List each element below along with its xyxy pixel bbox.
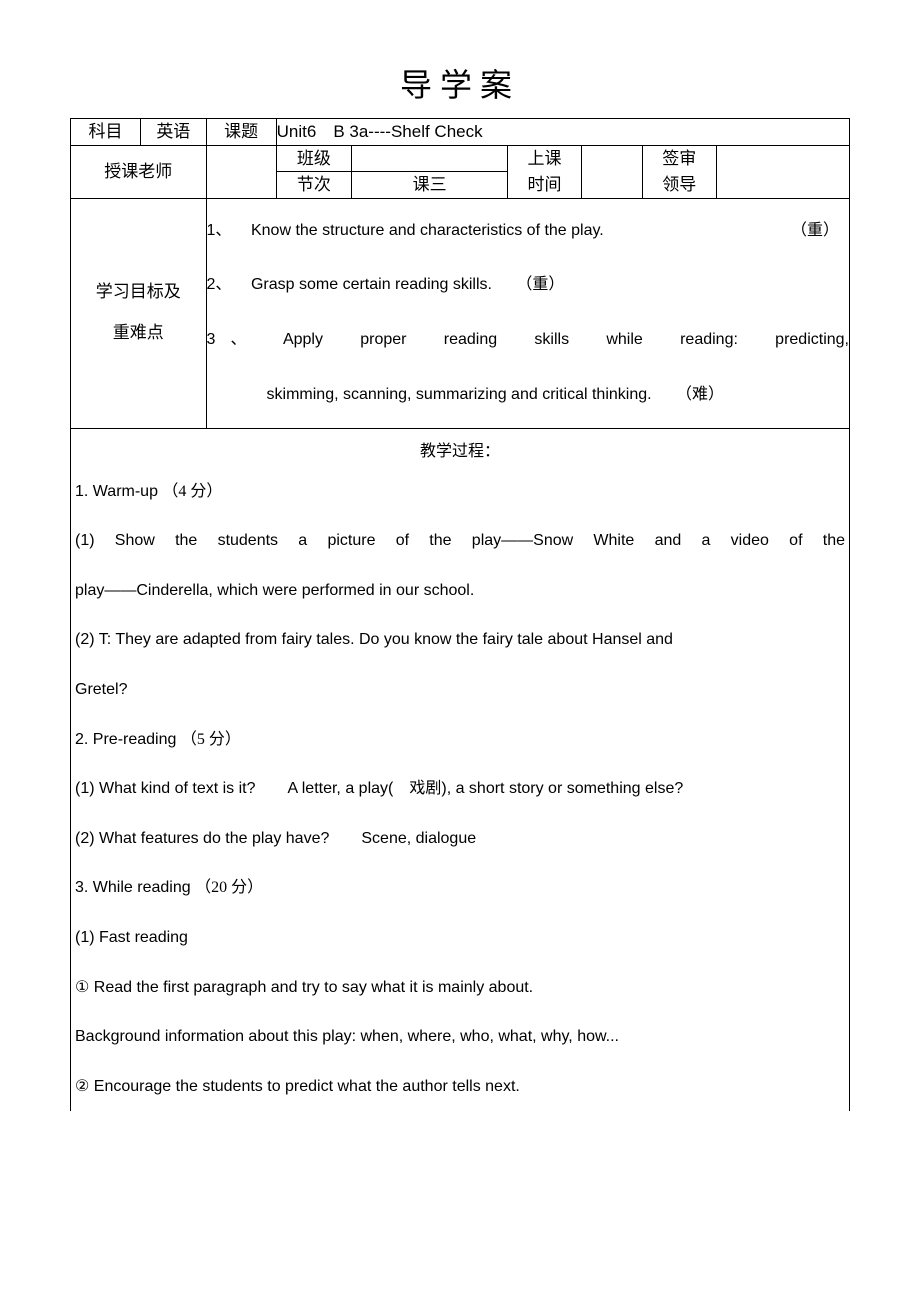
goals-label-1: 学习目标及: [71, 272, 206, 313]
goal-num: 1、: [207, 209, 247, 254]
time-label: 上课 时间: [508, 145, 582, 198]
line-text: 1. Warm-up: [75, 483, 162, 500]
process-line: 3. While reading （20 分）: [75, 863, 845, 913]
teacher-value: [206, 145, 276, 198]
approve-label: 签审 领导: [642, 145, 716, 198]
document-title: 导学案: [70, 60, 850, 106]
line-text: play——Cinderella, which were performed i…: [75, 582, 474, 599]
process-heading: 教学过程：: [71, 429, 849, 461]
goal-item: 3、 Apply proper reading skills while rea…: [207, 318, 849, 363]
process-line: (1) What kind of text is it? A letter, a…: [75, 764, 845, 814]
header-row-1: 科目 英语 课题 Unit6 B 3a----Shelf Check: [71, 119, 850, 146]
goals-content: 1、 Know the structure and characteristic…: [206, 198, 849, 428]
goals-label-2: 重难点: [71, 313, 206, 354]
line-text: (1) Fast reading: [75, 929, 188, 946]
goal-item-cont: skimming, scanning, summarizing and crit…: [207, 373, 849, 418]
process-line: ① Read the first paragraph and try to sa…: [75, 963, 845, 1013]
session-label: 节次: [276, 172, 352, 199]
goals-row: 学习目标及 重难点 1、 Know the structure and char…: [71, 198, 850, 428]
goal-item: 1、 Know the structure and characteristic…: [207, 209, 849, 254]
line-text: (1) What kind of text is it? A letter, a…: [75, 780, 409, 797]
goal-num: 2、: [207, 263, 247, 308]
process-line: Background information about this play: …: [75, 1012, 845, 1062]
line-cn: （20 分）: [195, 879, 263, 896]
process-line: (2) What features do the play have? Scen…: [75, 814, 845, 864]
class-value: [352, 145, 508, 172]
process-line: ② Encourage the students to predict what…: [75, 1062, 845, 1112]
process-line: Gretel?: [75, 665, 845, 715]
lesson-plan-table: 科目 英语 课题 Unit6 B 3a----Shelf Check 授课老师 …: [70, 118, 850, 1111]
goal-text: Grasp some certain reading skills.: [251, 276, 492, 293]
line-text: 3. While reading: [75, 879, 195, 896]
line-text: (2) What features do the play have? Scen…: [75, 830, 476, 847]
process-line: (1) Fast reading: [75, 913, 845, 963]
approve-label-2: 领导: [643, 172, 716, 198]
approve-label-1: 签审: [643, 146, 716, 172]
goal-tag: （难）: [676, 386, 724, 403]
circled-number: ②: [75, 1078, 89, 1095]
line-text: 2. Pre-reading: [75, 731, 181, 748]
topic-label: 课题: [206, 119, 276, 146]
line-cn: （4 分）: [162, 483, 222, 500]
line-text: ), a short story or something else?: [441, 780, 683, 797]
time-label-2: 时间: [508, 172, 581, 198]
goal-text: skimming, scanning, summarizing and crit…: [267, 386, 652, 403]
goal-text: Apply proper reading skills while readin…: [283, 331, 849, 348]
line-cn: 戏剧: [409, 780, 441, 797]
line-text: (1) Show the students a picture of the p…: [75, 532, 845, 549]
line-cn: （5 分）: [181, 731, 241, 748]
subject-label: 科目: [71, 119, 141, 146]
goal-text: Know the structure and characteristics o…: [251, 222, 604, 239]
line-text: Background information about this play: …: [75, 1028, 619, 1045]
approve-value: [716, 145, 849, 198]
process-row: 教学过程： 1. Warm-up （4 分） (1) Show the stude…: [71, 428, 850, 1111]
class-label: 班级: [276, 145, 352, 172]
goal-tag: （重）: [516, 276, 564, 293]
goal-item: 2、 Grasp some certain reading skills. （重…: [207, 263, 849, 308]
subject-value: 英语: [141, 119, 206, 146]
process-body: 1. Warm-up （4 分） (1) Show the students a …: [71, 461, 849, 1112]
process-line: play——Cinderella, which were performed i…: [75, 566, 845, 616]
header-row-2: 授课老师 班级 上课 时间 签审 领导: [71, 145, 850, 172]
time-label-1: 上课: [508, 146, 581, 172]
process-line: 2. Pre-reading （5 分）: [75, 715, 845, 765]
line-text: (2) T: They are adapted from fairy tales…: [75, 631, 673, 648]
process-line: (2) T: They are adapted from fairy tales…: [75, 615, 845, 665]
line-text: Read the first paragraph and try to say …: [89, 979, 533, 996]
process-line: (1) Show the students a picture of the p…: [75, 516, 845, 566]
line-text: Encourage the students to predict what t…: [89, 1078, 519, 1095]
teacher-label: 授课老师: [71, 145, 207, 198]
circled-number: ①: [75, 979, 89, 996]
goal-num: 3、: [207, 318, 247, 363]
session-value: 课三: [352, 172, 508, 199]
goals-label: 学习目标及 重难点: [71, 198, 207, 428]
topic-value: Unit6 B 3a----Shelf Check: [276, 119, 849, 146]
process-line: 1. Warm-up （4 分）: [75, 467, 845, 517]
goal-tag: （重）: [791, 209, 839, 254]
time-value: [582, 145, 643, 198]
line-text: Gretel?: [75, 681, 127, 698]
